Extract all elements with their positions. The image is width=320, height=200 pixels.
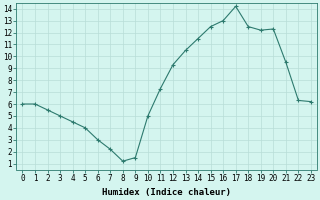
X-axis label: Humidex (Indice chaleur): Humidex (Indice chaleur) bbox=[102, 188, 231, 197]
